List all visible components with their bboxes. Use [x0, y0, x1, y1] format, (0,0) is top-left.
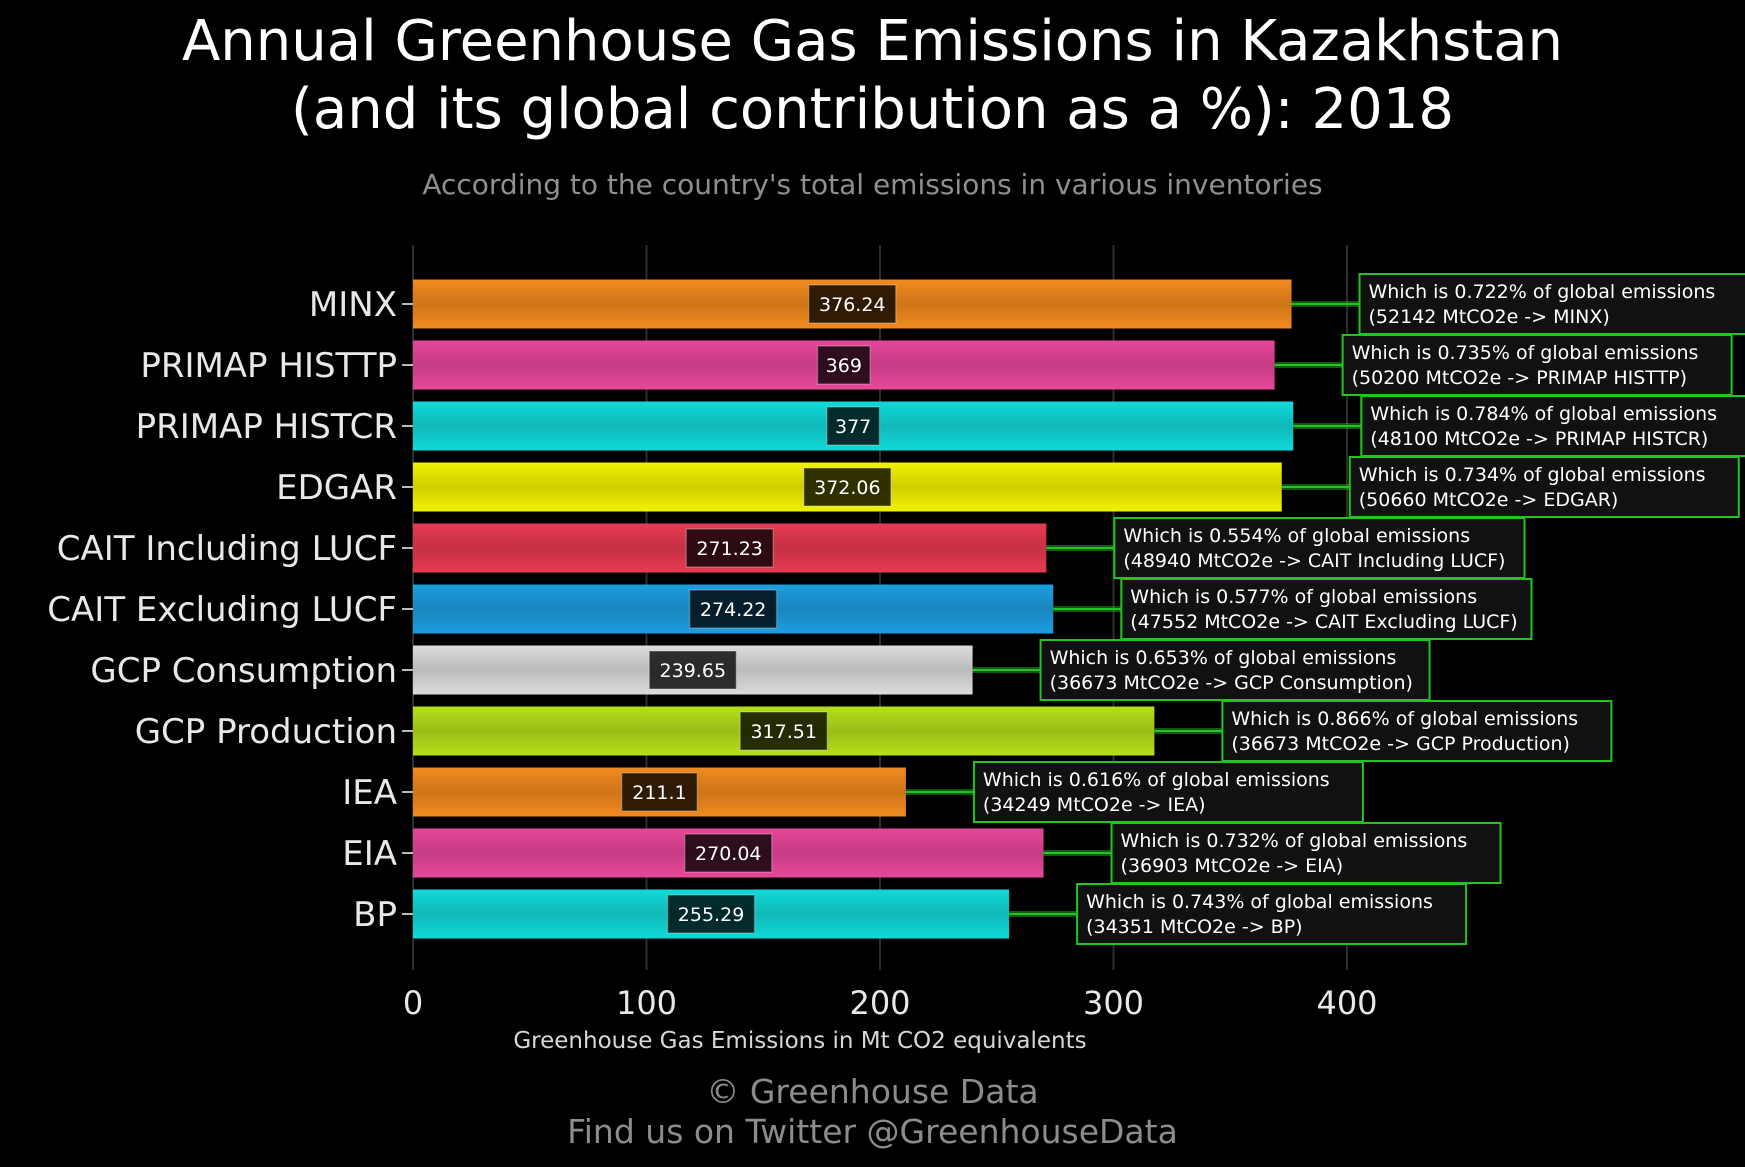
- annotation-line-2: (34351 MtCO2e -> BP): [1086, 916, 1303, 938]
- value-label-box: [826, 406, 881, 446]
- annotation-line-1: Which is 0.732% of global emissions: [1121, 830, 1468, 852]
- value-label: 317.51: [750, 721, 816, 743]
- value-label: 211.1: [632, 782, 686, 804]
- value-label: 255.29: [678, 904, 744, 926]
- x-axis-ticks: 0 100 200 300 400: [403, 984, 1378, 1022]
- annotation-line-2: (48100 MtCO2e -> PRIMAP HISTCR): [1370, 428, 1708, 450]
- category-label: IEA: [342, 773, 397, 813]
- category-label: GCP Consumption: [90, 651, 397, 691]
- annotation-line-1: Which is 0.616% of global emissions: [983, 769, 1330, 791]
- x-tick-label-400: 400: [1316, 984, 1377, 1022]
- annotation-box: [1113, 517, 1526, 579]
- annotation-line-1: Which is 0.743% of global emissions: [1086, 891, 1433, 913]
- category-label: GCP Production: [135, 712, 397, 752]
- footer-twitter: Find us on Twitter @GreenhouseData: [567, 1112, 1178, 1151]
- x-tick-label-200: 200: [849, 984, 910, 1022]
- x-tick-label-0: 0: [403, 984, 423, 1022]
- annotation-line-1: Which is 0.653% of global emissions: [1050, 647, 1397, 669]
- annotation-line-2: (52142 MtCO2e -> MINX): [1369, 306, 1610, 328]
- annotation-box: [1076, 883, 1468, 945]
- category-label: CAIT Excluding LUCF: [47, 590, 397, 630]
- category-label: BP: [353, 895, 397, 935]
- category-label: CAIT Including LUCF: [57, 529, 397, 569]
- value-label-box: [739, 711, 828, 751]
- chart-title-line-1: Annual Greenhouse Gas Emissions in Kazak…: [181, 9, 1564, 74]
- value-label: 270.04: [695, 843, 761, 865]
- annotation-line-1: Which is 0.577% of global emissions: [1130, 586, 1477, 608]
- value-label: 376.24: [819, 294, 885, 316]
- annotation-line-2: (36903 MtCO2e -> EIA): [1121, 855, 1344, 877]
- annotation-box: [1360, 395, 1745, 457]
- annotation-line-2: (48940 MtCO2e -> CAIT Including LUCF): [1123, 550, 1505, 572]
- annotation-line-1: Which is 0.734% of global emissions: [1359, 464, 1706, 486]
- value-label-box: [684, 833, 773, 873]
- annotation-box: [972, 761, 1364, 823]
- annotation-box: [1110, 822, 1502, 884]
- chart-subtitle: According to the country's total emissio…: [422, 168, 1323, 201]
- x-axis-title: Greenhouse Gas Emissions in Mt CO2 equiv…: [513, 1028, 1086, 1054]
- annotation-line-1: Which is 0.866% of global emissions: [1231, 708, 1578, 730]
- value-label: 239.65: [660, 660, 726, 682]
- x-tick-label-300: 300: [1083, 984, 1144, 1022]
- annotation-line-1: Which is 0.784% of global emissions: [1370, 403, 1717, 425]
- value-label-box: [803, 467, 892, 507]
- annotation-box: [1348, 456, 1740, 518]
- annotation-line-2: (47552 MtCO2e -> CAIT Excluding LUCF): [1130, 611, 1517, 633]
- annotation-line-1: Which is 0.554% of global emissions: [1123, 525, 1470, 547]
- annotation-line-2: (34249 MtCO2e -> IEA): [983, 794, 1206, 816]
- category-label: PRIMAP HISTTP: [140, 346, 397, 386]
- value-label: 271.23: [696, 538, 762, 560]
- annotation-box: [1358, 273, 1745, 335]
- annotation-box: [1221, 700, 1613, 762]
- value-label-box: [620, 772, 698, 812]
- x-tick-label-100: 100: [616, 984, 677, 1022]
- value-label-box: [816, 345, 871, 385]
- annotations: Which is 0.722% of global emissions (5214…: [905, 273, 1745, 945]
- annotation-line-2: (50200 MtCO2e -> PRIMAP HISTTP): [1352, 367, 1687, 389]
- value-label-box: [685, 528, 774, 568]
- value-label: 274.22: [700, 599, 766, 621]
- value-label-box: [648, 650, 738, 690]
- value-label-box: [688, 589, 778, 629]
- value-label-box: [808, 284, 897, 324]
- value-label-box: [666, 894, 756, 934]
- value-label: 377: [835, 416, 871, 438]
- category-label: EDGAR: [276, 468, 397, 508]
- chart-title-line-2: (and its global contribution as a %): 20…: [291, 77, 1454, 142]
- footer: © Greenhouse Data Find us on Twitter @Gr…: [0, 1072, 1745, 1152]
- annotation-box: [1120, 578, 1533, 640]
- bars: MINX 376.24 PRIMAP HISTTP 369 PRIMAP HISTCR 3…: [47, 279, 1294, 939]
- value-label: 369: [826, 355, 862, 377]
- chart-title: Annual Greenhouse Gas Emissions in Kazak…: [0, 8, 1745, 144]
- footer-copyright: © Greenhouse Data: [706, 1072, 1039, 1111]
- annotation-line-2: (50660 MtCO2e -> EDGAR): [1359, 489, 1619, 511]
- category-label: PRIMAP HISTCR: [136, 407, 397, 447]
- annotation-line-2: (36673 MtCO2e -> GCP Production): [1231, 733, 1570, 755]
- annotation-line-1: Which is 0.735% of global emissions: [1352, 342, 1699, 364]
- category-label: MINX: [309, 285, 397, 325]
- annotation-box: [1341, 334, 1733, 396]
- annotation-line-1: Which is 0.722% of global emissions: [1369, 281, 1716, 303]
- category-label: EIA: [342, 834, 397, 874]
- value-label: 372.06: [814, 477, 880, 499]
- annotation-line-2: (36673 MtCO2e -> GCP Consumption): [1050, 672, 1413, 694]
